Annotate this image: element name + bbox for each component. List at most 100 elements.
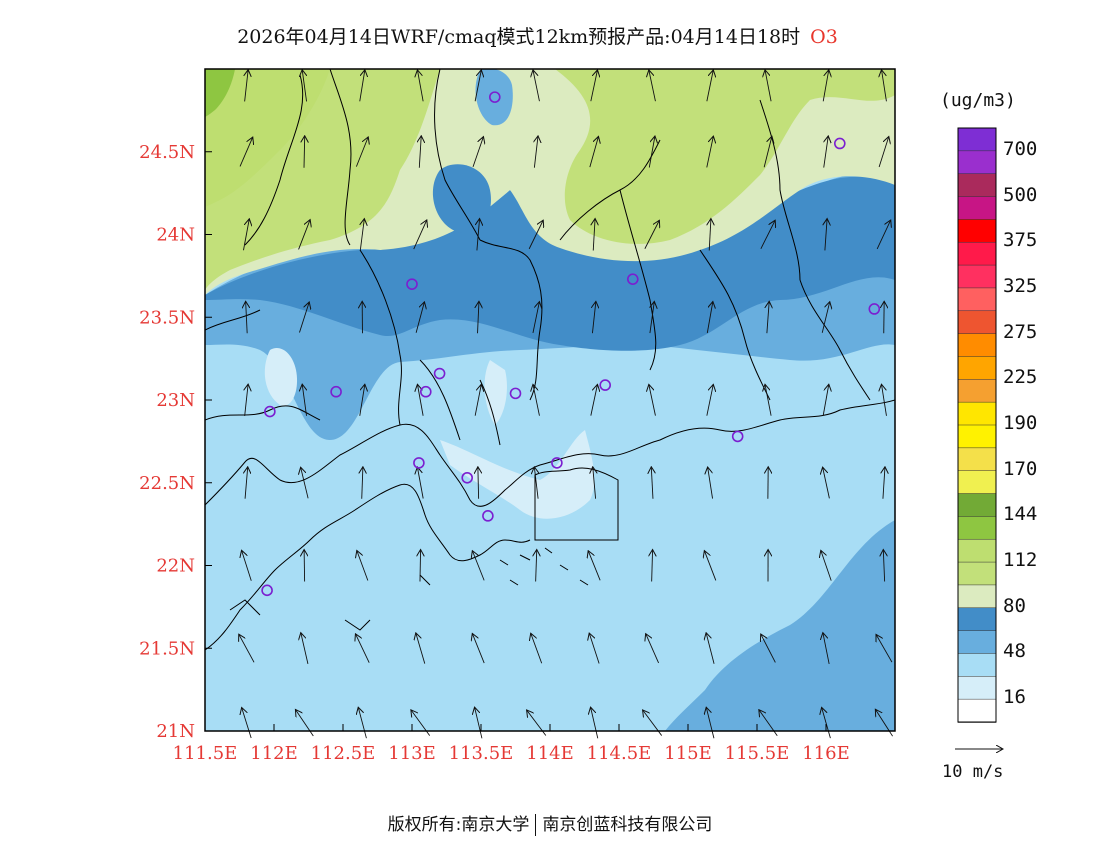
hongkong-box [534,467,619,541]
footer-right: 南京创蓝科技有限公司 [542,815,713,835]
lat-label: 24.5N [139,142,195,163]
legend-unit: (ug/m3) [940,90,1016,111]
legend-label: 375 [1003,229,1038,252]
legend-swatch [957,653,997,678]
station-marker [419,385,432,398]
legend-swatch [957,219,997,243]
wind-arrow [531,633,543,664]
wind-arrow [301,467,309,499]
wind-arrow [646,634,659,664]
wind-arrow [536,550,537,582]
legend-swatch [957,173,997,198]
wind-arrow [245,384,248,416]
wind-arrow [823,633,830,665]
wind-arrow [651,467,653,499]
legend-swatch [957,379,997,403]
station-marker [868,303,881,315]
wind-arrow [242,550,252,581]
wind-arrow [304,550,305,582]
legend-swatch [957,196,997,221]
lat-label: 23.5N [139,307,195,328]
latitude-axis: 24.5N 24N 23.5N 23N 22.5N 22N 21.5N 21N [139,142,212,742]
wind-arrow [245,467,248,499]
boundary-inner [205,309,501,446]
wind-arrow [417,467,424,499]
legend-swatch [957,698,997,723]
wind-arrow [706,707,715,739]
wind-arrow [472,137,483,168]
wind-arrow [362,467,363,499]
wind-arrow [246,301,248,334]
lon-label: 113.5E [449,743,514,764]
station-marker [461,471,474,484]
wind-arrow [706,384,713,416]
wind-arrow [765,70,772,102]
wind-arrow [821,302,830,333]
lon-label: 115E [664,743,712,764]
station-marker [599,379,612,391]
legend-swatch [957,470,997,495]
wind-arrow [478,301,479,334]
wind-arrow [417,70,424,102]
band-128-144 [205,69,235,117]
islands [229,547,589,631]
lat-label: 21N [156,721,195,742]
wind-arrow [761,634,776,663]
wind-arrow [417,384,424,416]
station-marker [413,457,425,469]
legend-frame [957,127,997,723]
legend-swatch [957,538,997,563]
blob-north [475,69,513,126]
wind-arrow [477,219,480,251]
legend-label: 225 [1003,366,1038,389]
band-96-112-east [555,69,895,244]
wind-arrow [243,219,249,251]
station-marker [330,385,342,398]
legend-label: 144 [1003,503,1038,526]
station-marker [261,584,273,597]
wind-arrow [357,550,369,581]
wind-arrow [881,70,887,102]
lon-label: 111.5E [173,743,238,764]
legend-label: 700 [1003,137,1038,160]
lat-label: 23N [156,390,195,411]
legend-swatch [957,127,997,152]
wind-arrow [648,136,655,168]
wind-arrow [823,136,829,168]
wind-arrow [534,467,538,499]
wind-arrow [355,634,370,663]
footer-divider [535,814,537,836]
wind-vector-field [239,70,893,739]
station-marker [833,137,846,150]
legend-swatch [957,333,997,358]
wind-arrow [413,220,427,250]
wind-arrow [474,70,481,102]
legend-swatch [957,150,997,175]
legend-colorbar [957,127,997,723]
lon-label: 112E [250,743,298,764]
wind-arrow [239,137,253,167]
lat-label: 24N [156,225,195,246]
boundary-far-east [759,99,871,401]
lon-label: 115.5E [725,743,790,764]
wind-arrow [593,467,596,499]
reference-vector-label: 10 m/s [942,762,1004,782]
blob-center [432,164,491,233]
legend-swatch [957,676,997,700]
lat-label: 22.5N [139,473,195,494]
legend-swatch [957,241,997,266]
wind-arrow [825,219,827,251]
wind-arrow [415,302,424,333]
light-patch-w [264,348,298,406]
wind-arrow [358,707,367,739]
wind-arrow [706,633,715,664]
wind-arrow [299,302,309,333]
wind-arrow [359,384,365,416]
legend-swatch [957,356,997,381]
wind-arrow [706,136,714,168]
legend-swatch [957,607,997,632]
wind-arrow [709,219,711,251]
wind-arrow [822,707,831,739]
legend-swatch [957,424,997,449]
